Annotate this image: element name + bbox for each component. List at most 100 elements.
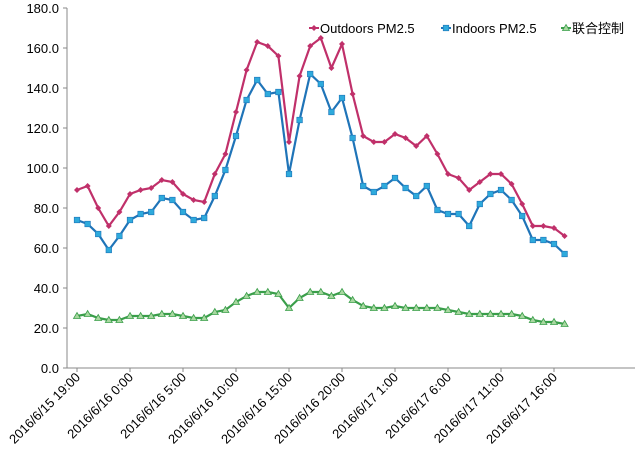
marker — [105, 223, 112, 229]
marker — [284, 303, 294, 311]
marker — [158, 177, 165, 183]
marker — [349, 91, 356, 97]
marker — [550, 240, 558, 248]
marker — [466, 222, 473, 230]
marker — [169, 179, 176, 185]
marker — [539, 317, 548, 325]
series-line — [76, 36, 566, 237]
marker — [169, 196, 176, 204]
y-tick-label: 140.0 — [26, 81, 59, 96]
marker — [311, 25, 317, 31]
legend-item: Indoors PM2.5 — [441, 21, 537, 36]
marker — [83, 309, 92, 317]
marker — [328, 65, 335, 71]
marker — [390, 301, 400, 309]
marker — [95, 205, 102, 211]
marker — [125, 311, 135, 319]
marker — [337, 287, 347, 295]
legend-item: Outdoors PM2.5 — [309, 21, 415, 36]
marker — [137, 210, 144, 218]
marker — [519, 212, 526, 220]
marker — [190, 197, 197, 203]
marker — [496, 309, 506, 317]
marker — [434, 151, 441, 157]
marker — [148, 185, 155, 191]
series-line — [76, 71, 566, 255]
marker — [317, 35, 324, 41]
marker — [476, 179, 483, 185]
marker — [243, 96, 250, 104]
marker — [200, 313, 209, 321]
marker — [529, 236, 536, 244]
marker — [443, 305, 453, 313]
marker — [433, 303, 442, 311]
marker — [189, 313, 198, 321]
y-tick-label: 180.0 — [26, 1, 59, 16]
marker — [465, 309, 474, 317]
marker — [295, 293, 304, 301]
marker — [561, 23, 571, 31]
marker — [422, 303, 431, 311]
marker — [211, 192, 218, 200]
marker — [296, 116, 303, 124]
y-tick-label: 0.0 — [41, 361, 59, 376]
marker — [168, 309, 177, 317]
marker — [454, 307, 463, 315]
marker — [317, 80, 324, 88]
marker — [508, 196, 515, 204]
y-tick-label: 40.0 — [34, 281, 59, 296]
y-tick-label: 60.0 — [34, 241, 59, 256]
marker — [116, 209, 123, 215]
marker — [222, 151, 229, 157]
marker — [401, 303, 410, 311]
marker — [434, 206, 441, 214]
marker — [444, 210, 452, 218]
marker — [475, 309, 484, 317]
marker — [551, 225, 557, 231]
marker — [338, 94, 346, 102]
marker — [211, 171, 218, 177]
marker — [369, 303, 378, 311]
marker — [412, 303, 421, 311]
marker — [455, 175, 462, 181]
marker — [74, 187, 80, 193]
marker — [222, 166, 229, 174]
marker — [380, 303, 389, 311]
marker — [307, 43, 314, 49]
marker — [157, 309, 166, 317]
marker — [201, 214, 208, 222]
y-tick-label: 120.0 — [26, 121, 59, 136]
marker — [73, 216, 81, 224]
marker — [148, 208, 155, 216]
marker — [487, 190, 494, 198]
marker — [316, 287, 325, 295]
marker — [360, 133, 367, 139]
y-tick-label: 100.0 — [26, 161, 59, 176]
marker — [487, 171, 494, 177]
legend-label: Indoors PM2.5 — [452, 21, 537, 36]
marker — [370, 139, 377, 145]
marker — [137, 187, 144, 193]
series-line — [76, 290, 565, 326]
marker — [540, 236, 547, 244]
marker — [127, 191, 133, 197]
marker — [328, 108, 335, 116]
marker — [381, 182, 388, 190]
marker — [498, 171, 504, 177]
marker — [221, 305, 230, 313]
marker — [84, 183, 91, 189]
marker — [178, 311, 188, 319]
marker — [136, 311, 145, 319]
marker — [507, 309, 516, 317]
marker — [116, 232, 123, 240]
marker — [540, 223, 547, 229]
marker — [126, 216, 134, 224]
marker — [349, 134, 356, 142]
marker — [560, 319, 569, 327]
marker — [180, 191, 186, 197]
marker — [264, 90, 271, 98]
marker — [190, 216, 197, 224]
marker — [423, 133, 430, 139]
marker — [561, 233, 568, 239]
